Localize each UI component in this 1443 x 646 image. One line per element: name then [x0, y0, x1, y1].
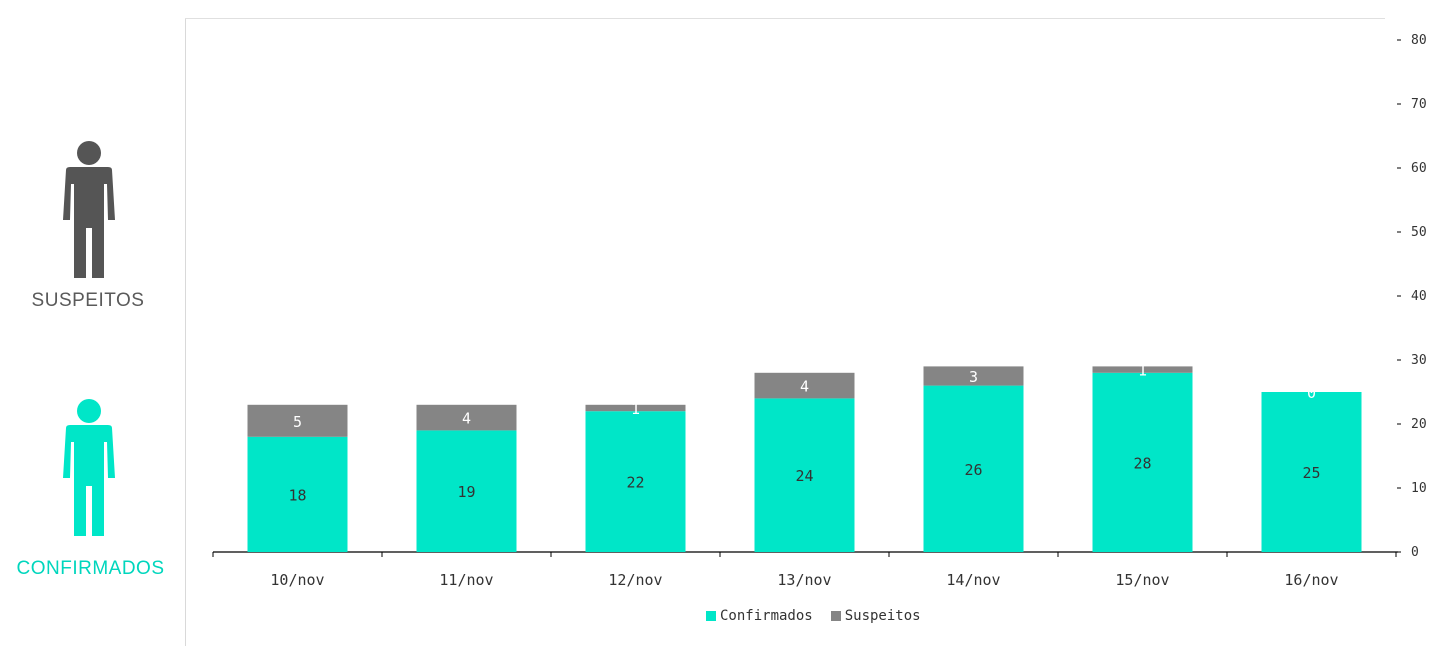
y-tick-label: 50: [1411, 225, 1427, 240]
x-tick-label: 12/nov: [608, 571, 662, 589]
confirmados-label: CONFIRMADOS: [16, 558, 165, 579]
legend-item-confirmados: Confirmados: [706, 608, 813, 624]
x-tick-label: 14/nov: [946, 571, 1000, 589]
data-label-confirmados: 28: [1133, 454, 1151, 472]
data-label-suspeitos: 5: [293, 413, 302, 431]
legend-item-suspeitos: Suspeitos: [830, 608, 921, 624]
x-tick-label: 16/nov: [1284, 571, 1338, 589]
person-icon: [63, 399, 115, 536]
data-label-suspeitos: 4: [462, 410, 471, 428]
data-label-confirmados: 24: [795, 467, 813, 485]
data-label-confirmados: 22: [626, 474, 644, 492]
bar-suspeitos: [416, 404, 517, 431]
legend-label-suspeitos: Suspeitos: [844, 608, 921, 624]
y-tick-label: 60: [1411, 161, 1427, 176]
y-tick-label: 80: [1411, 33, 1427, 48]
x-tick-label: 13/nov: [777, 571, 831, 589]
legend: Confirmados Suspeitos: [706, 608, 933, 624]
bar-suspeitos: [754, 372, 855, 399]
legend-label-confirmados: Confirmados: [720, 608, 813, 624]
data-label-suspeitos: 3: [969, 368, 978, 386]
bar-suspeitos: [247, 404, 348, 437]
data-label-confirmados: 18: [288, 486, 306, 504]
data-label-suspeitos: 4: [800, 378, 809, 396]
x-tick-label: 15/nov: [1115, 571, 1169, 589]
y-tick-label: 30: [1411, 353, 1427, 368]
y-tick-label: 0: [1411, 545, 1419, 560]
bar-confirmados: [923, 385, 1024, 552]
y-tick-label: 70: [1411, 97, 1427, 112]
data-label-confirmados: 25: [1302, 464, 1320, 482]
x-tick-label: 11/nov: [439, 571, 493, 589]
bar-confirmados: [416, 430, 517, 552]
y-tick-label: 20: [1411, 417, 1427, 432]
bar-confirmados: [585, 411, 686, 552]
bar-suspeitos: [1092, 366, 1193, 373]
suspeitos-label: SUSPEITOS: [31, 290, 145, 311]
data-label-suspeitos: 0: [1307, 384, 1316, 402]
bar-suspeitos: [585, 404, 686, 412]
data-label-confirmados: 26: [964, 461, 982, 479]
side-panel: SUSPEITOS CONFIRMADOS: [0, 0, 185, 646]
bar-confirmados: [247, 436, 348, 552]
legend-swatch-confirmados: [706, 611, 716, 621]
chart-frame-top: [185, 18, 1385, 19]
data-label-suspeitos: 1: [631, 400, 640, 418]
bar-suspeitos: [923, 366, 1024, 386]
y-tick-label: 10: [1411, 481, 1427, 496]
data-label-suspeitos: 1: [1138, 362, 1147, 380]
legend-swatch-suspeitos: [830, 611, 841, 621]
bar-confirmados: [1261, 392, 1362, 552]
bar-confirmados: [1092, 372, 1193, 552]
x-tick-label: 10/nov: [270, 571, 324, 589]
chart-frame-left: [185, 18, 186, 646]
person-icon: [63, 141, 115, 278]
data-label-confirmados: 19: [457, 483, 475, 501]
y-tick-label: 40: [1411, 289, 1427, 304]
bar-confirmados: [754, 398, 855, 552]
